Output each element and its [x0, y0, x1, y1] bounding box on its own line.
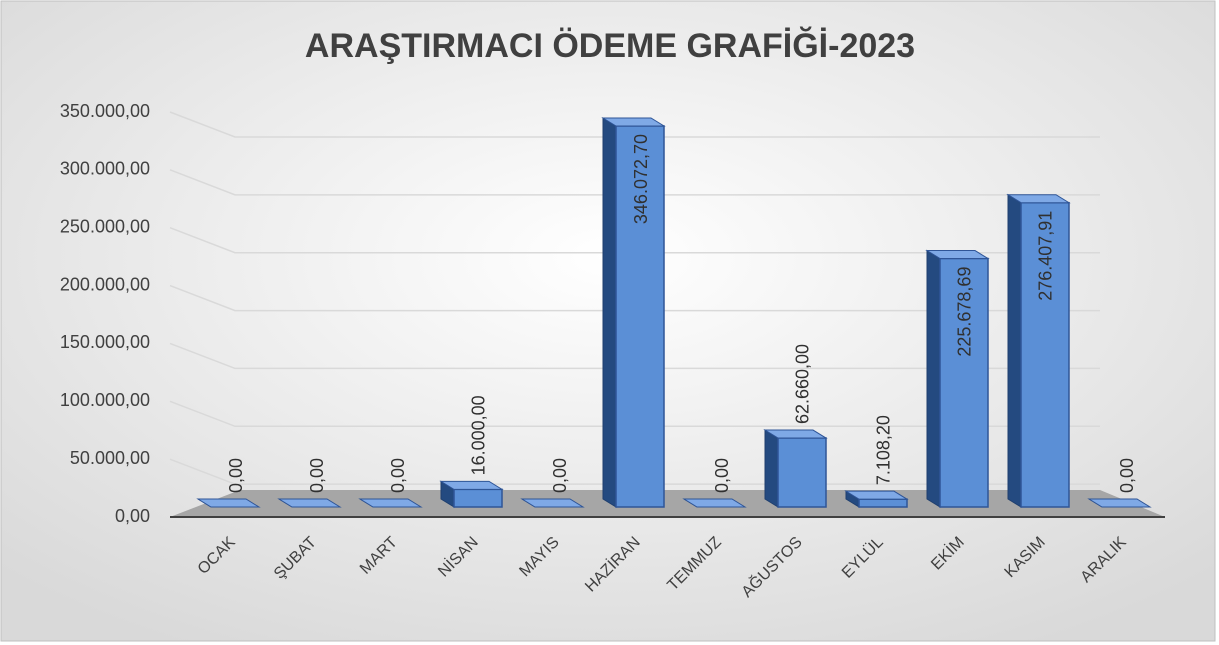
y-tick-label: 100.000,00 — [60, 390, 150, 410]
y-tick-label: 300.000,00 — [60, 159, 150, 179]
chart-title: ARAŞTIRMACI ÖDEME GRAFİĞİ-2023 — [305, 27, 915, 65]
bar — [777, 437, 827, 508]
bar-top — [1006, 194, 1071, 204]
bar — [453, 488, 503, 508]
bar-top — [1087, 498, 1152, 508]
grid-line — [169, 227, 1100, 254]
bar-top — [358, 498, 423, 508]
value-label: 0,00 — [388, 458, 408, 493]
bar-top — [439, 480, 504, 490]
value-label: 62.660,00 — [793, 344, 813, 424]
bar — [615, 125, 665, 508]
value-label: 0,00 — [307, 458, 327, 493]
value-label: 0,00 — [1117, 458, 1137, 493]
floor — [170, 490, 1165, 517]
y-tick-label: 200.000,00 — [60, 274, 150, 294]
value-label: 16.000,00 — [469, 395, 489, 475]
bar-side — [602, 117, 617, 508]
bar-top — [682, 498, 747, 508]
value-label: 225.678,69 — [955, 267, 975, 357]
grid-line — [169, 342, 1100, 370]
bar-top — [925, 250, 990, 260]
value-label: 0,00 — [550, 458, 570, 493]
bar-top — [763, 429, 828, 439]
y-tick-label: 250.000,00 — [60, 216, 150, 236]
bar — [939, 257, 989, 508]
grid-line — [169, 284, 1100, 312]
y-tick-label: 0,00 — [115, 506, 150, 526]
value-label: 276.407,91 — [1036, 211, 1056, 301]
bar-side — [764, 429, 779, 508]
value-label: 0,00 — [712, 458, 732, 493]
value-label: 7.108,20 — [874, 415, 894, 485]
value-label: 346.072,70 — [631, 134, 651, 224]
y-tick-label: 350.000,00 — [60, 101, 150, 121]
y-tick-label: 150.000,00 — [60, 332, 150, 352]
grid-line — [169, 169, 1100, 196]
bar — [858, 498, 908, 508]
value-label: 0,00 — [226, 458, 246, 493]
bar-side — [926, 249, 941, 508]
bar-side — [1007, 193, 1022, 508]
y-tick-label: 50.000,00 — [70, 448, 150, 468]
bar — [1020, 201, 1070, 508]
grid-line — [169, 111, 1100, 138]
bar-top — [196, 498, 261, 508]
bar-top — [844, 490, 909, 500]
bar-top — [520, 498, 585, 508]
bar-top — [277, 498, 342, 508]
grid-line — [169, 400, 1100, 428]
bar-top — [601, 117, 666, 127]
